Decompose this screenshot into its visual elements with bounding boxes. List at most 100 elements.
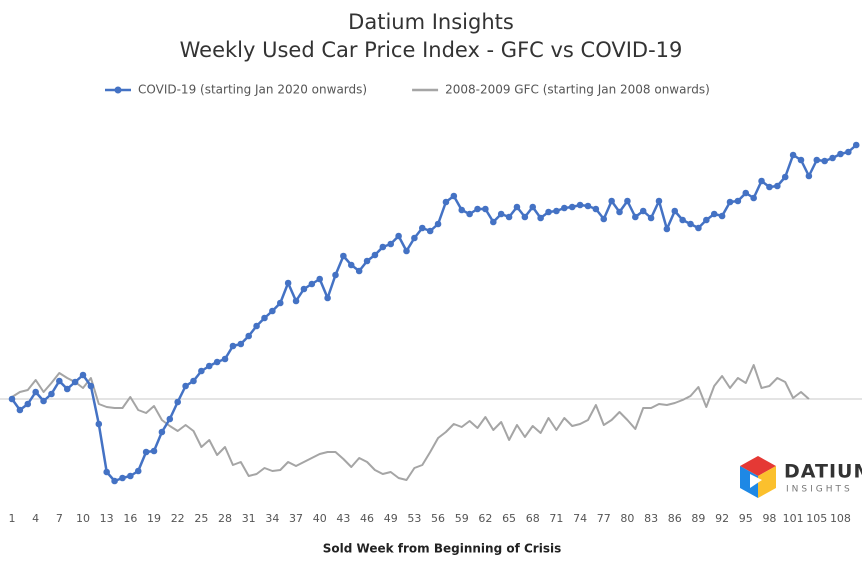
data-point (134, 467, 142, 475)
data-point (482, 205, 489, 213)
data-point (103, 468, 110, 476)
data-point (48, 390, 55, 398)
x-tick-label: 92 (715, 512, 729, 525)
data-point (750, 194, 757, 202)
data-point (639, 207, 647, 215)
data-point (40, 397, 47, 405)
data-point (324, 294, 331, 302)
data-point (726, 198, 734, 206)
data-point (403, 247, 410, 255)
data-point (363, 257, 371, 265)
data-point (245, 332, 252, 340)
data-point (340, 252, 347, 260)
data-point (537, 214, 544, 222)
x-tick-label: 25 (194, 512, 208, 525)
data-point (371, 251, 379, 259)
data-point (837, 150, 844, 158)
data-point (142, 448, 150, 456)
data-point (166, 415, 174, 423)
data-point (426, 227, 434, 235)
data-point (529, 203, 537, 211)
data-point (111, 477, 118, 485)
legend-label: 2008-2009 GFC (starting Jan 2008 onwards… (445, 83, 710, 97)
data-point (387, 240, 395, 248)
x-tick-label: 40 (313, 512, 327, 525)
data-point (513, 203, 521, 211)
x-tick-label: 31 (242, 512, 256, 525)
chart-title: Datium Insights (348, 10, 514, 34)
logo: DATIUM INSIGHTS (740, 456, 862, 498)
logo-shape (750, 474, 762, 488)
data-point (269, 307, 276, 315)
legend: COVID-19 (starting Jan 2020 onwards) 2008… (105, 83, 710, 97)
legend-marker (114, 86, 122, 94)
data-point (221, 355, 229, 363)
x-tick-label: 16 (123, 512, 137, 525)
data-point (190, 377, 197, 385)
data-point (845, 148, 852, 156)
data-point (16, 406, 24, 414)
x-tick-label: 56 (431, 512, 445, 525)
data-point (450, 192, 458, 200)
data-point (24, 400, 32, 408)
x-tick-label: 49 (384, 512, 398, 525)
data-point (32, 388, 39, 396)
x-tick-label: 77 (597, 512, 611, 525)
data-point (198, 367, 205, 375)
x-tick-label: 4 (32, 512, 39, 525)
x-tick-label: 13 (100, 512, 114, 525)
data-point (182, 382, 189, 390)
legend-label: COVID-19 (starting Jan 2020 onwards) (138, 83, 367, 97)
data-point (695, 224, 702, 232)
data-point (474, 205, 481, 213)
data-point (505, 213, 513, 221)
data-point (316, 275, 324, 283)
data-point (300, 285, 308, 293)
x-tick-label: 19 (147, 512, 161, 525)
data-point (87, 382, 95, 390)
x-tick-label: 43 (336, 512, 350, 525)
data-point (734, 197, 742, 205)
data-point (63, 385, 71, 393)
data-point (466, 210, 473, 218)
data-point (608, 197, 615, 205)
data-point (679, 216, 686, 224)
data-point (434, 220, 442, 228)
data-point (355, 267, 363, 275)
x-tick-label: 65 (502, 512, 516, 525)
data-point (545, 208, 552, 216)
data-point (95, 420, 103, 428)
data-point (292, 297, 300, 305)
data-point (766, 183, 773, 191)
data-point (813, 156, 821, 164)
x-tick-label: 10 (76, 512, 90, 525)
logo-tagline: INSIGHTS (786, 485, 853, 495)
data-point (758, 177, 765, 185)
data-point (418, 224, 426, 232)
data-point (805, 172, 813, 180)
data-point (852, 141, 860, 149)
x-tick-label: 68 (526, 512, 540, 525)
data-point (71, 378, 79, 386)
data-point (663, 225, 671, 233)
x-tick-label: 34 (265, 512, 279, 525)
data-point (624, 197, 631, 205)
x-tick-label: 53 (407, 512, 421, 525)
data-point (584, 202, 592, 210)
x-tick-label: 74 (573, 512, 587, 525)
data-point (718, 212, 726, 220)
data-point (774, 182, 781, 190)
x-tick-label: 22 (171, 512, 185, 525)
data-point (284, 279, 292, 287)
data-point (205, 362, 213, 370)
x-tick-label: 89 (691, 512, 705, 525)
x-tick-label: 108 (830, 512, 851, 525)
data-point (379, 243, 387, 251)
data-point (600, 215, 608, 223)
data-point (647, 214, 655, 222)
data-point (789, 151, 797, 159)
data-point (127, 472, 134, 480)
data-point (174, 398, 181, 406)
data-point (332, 271, 339, 279)
